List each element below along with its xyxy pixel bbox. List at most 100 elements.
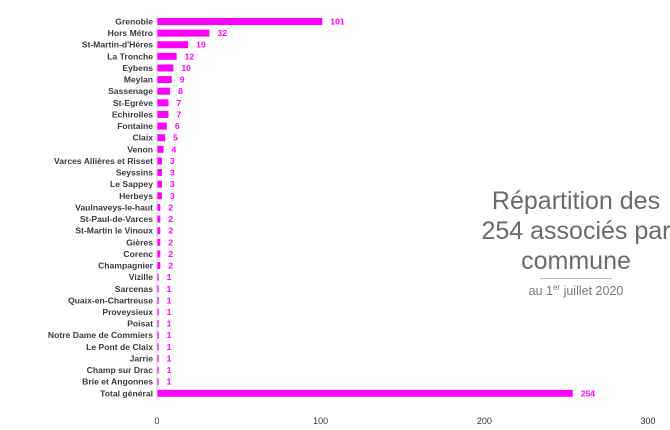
value-label: 2: [168, 202, 173, 212]
category-label: Gières: [126, 237, 153, 247]
category-label: St-Egrève: [113, 98, 153, 108]
value-label: 7: [176, 98, 181, 108]
chart-title-block: Répartition des 254 associés par commune…: [476, 186, 670, 298]
value-label: 1: [167, 307, 172, 317]
category-label: Brie et Angonnes: [82, 377, 153, 387]
bar-10: [157, 134, 166, 142]
value-label: 5: [173, 133, 178, 143]
value-label: 3: [170, 191, 175, 201]
bar-32: [157, 389, 573, 397]
title-divider: [540, 278, 612, 279]
value-label: 254: [581, 388, 596, 398]
category-label: Corenc: [123, 249, 153, 259]
value-label: 1: [167, 295, 172, 305]
value-label: 1: [167, 377, 172, 387]
value-label: 4: [172, 144, 177, 154]
bar-21: [157, 262, 161, 270]
x-tick-labels-group: 0 100 200 300: [154, 416, 655, 426]
value-label: 1: [167, 319, 172, 329]
bar-25: [157, 308, 159, 316]
category-label: Champ sur Drac: [87, 365, 154, 375]
value-label: 32: [217, 28, 227, 38]
value-label: 1: [167, 284, 172, 294]
category-label: Vaulnaveys-le-haut: [75, 202, 153, 212]
category-label: Sarcenas: [115, 284, 153, 294]
bar-24: [157, 296, 159, 304]
title-line-3: commune: [521, 247, 631, 275]
title-line-2: 254 associés par: [481, 217, 670, 245]
category-label: Fontaine: [117, 121, 153, 131]
bar-17: [157, 215, 161, 223]
category-label: Notre Dame de Commiers: [48, 330, 153, 340]
value-label: 9: [180, 75, 185, 85]
chart-subtitle: au 1er juillet 2020: [476, 283, 670, 298]
bar-9: [157, 122, 167, 130]
category-label: Hors Métro: [108, 28, 153, 38]
value-label: 19: [196, 40, 206, 50]
bar-1: [157, 29, 210, 37]
value-labels-group: 1013219121098776543333222222111111111125…: [167, 17, 596, 399]
value-label: 3: [170, 168, 175, 178]
bar-8: [157, 110, 169, 118]
bar-30: [157, 366, 159, 374]
subtitle-prefix: au 1: [528, 284, 553, 299]
category-label: La Tronche: [107, 51, 153, 61]
value-label: 10: [181, 63, 191, 73]
bar-29: [157, 354, 159, 362]
bar-12: [157, 157, 162, 165]
category-label: Sassenage: [108, 86, 153, 96]
category-label: Le Pont de Claix: [86, 342, 153, 352]
bar-27: [157, 331, 159, 339]
subtitle-superscript: er: [552, 283, 561, 292]
category-label: Venon: [127, 144, 153, 154]
category-label: Vizille: [129, 272, 153, 282]
x-tick-label: 100: [313, 416, 328, 426]
category-label: Grenoble: [115, 17, 153, 27]
value-label: 3: [170, 179, 175, 189]
value-label: 8: [178, 86, 183, 96]
category-label: St-Martin-d'Hères: [82, 40, 154, 50]
bar-15: [157, 192, 162, 200]
bar-11: [157, 145, 164, 153]
bar-0: [157, 18, 323, 25]
category-label: Herbeys: [119, 191, 153, 201]
value-label: 6: [175, 121, 180, 131]
x-tick-label: 300: [640, 416, 655, 426]
bar-31: [157, 378, 159, 386]
category-label: Champagnier: [98, 261, 154, 271]
category-label: Total général: [100, 388, 153, 398]
category-label: St-Martin le Vinoux: [75, 226, 153, 236]
value-label: 1: [167, 330, 172, 340]
title-line-1: Répartition des: [491, 187, 661, 215]
value-label: 101: [330, 17, 345, 27]
bar-14: [157, 180, 162, 188]
category-label: St-Paul-de-Varces: [80, 214, 153, 224]
bar-22: [157, 273, 159, 281]
bar-26: [157, 320, 159, 328]
value-label: 2: [168, 237, 173, 247]
category-label: Seyssins: [116, 168, 153, 178]
category-label: Eybens: [122, 63, 153, 73]
bar-20: [157, 250, 161, 258]
value-label: 2: [168, 226, 173, 236]
x-tick-label: 0: [154, 416, 159, 426]
value-label: 3: [170, 156, 175, 166]
category-label: Varces Allières et Risset: [54, 156, 153, 166]
category-label: Proveysieux: [102, 307, 153, 317]
value-label: 1: [167, 272, 172, 282]
bar-7: [157, 99, 169, 107]
value-label: 2: [168, 261, 173, 271]
value-label: 1: [167, 365, 172, 375]
bar-2: [157, 41, 189, 49]
bar-4: [157, 64, 174, 72]
category-label: Poisat: [127, 319, 153, 329]
value-label: 7: [176, 109, 181, 119]
value-label: 2: [168, 249, 173, 259]
bar-13: [157, 169, 162, 177]
category-label: Meylan: [124, 75, 153, 85]
bar-5: [157, 76, 172, 84]
value-label: 12: [185, 51, 195, 61]
category-label: Claix: [132, 133, 153, 143]
